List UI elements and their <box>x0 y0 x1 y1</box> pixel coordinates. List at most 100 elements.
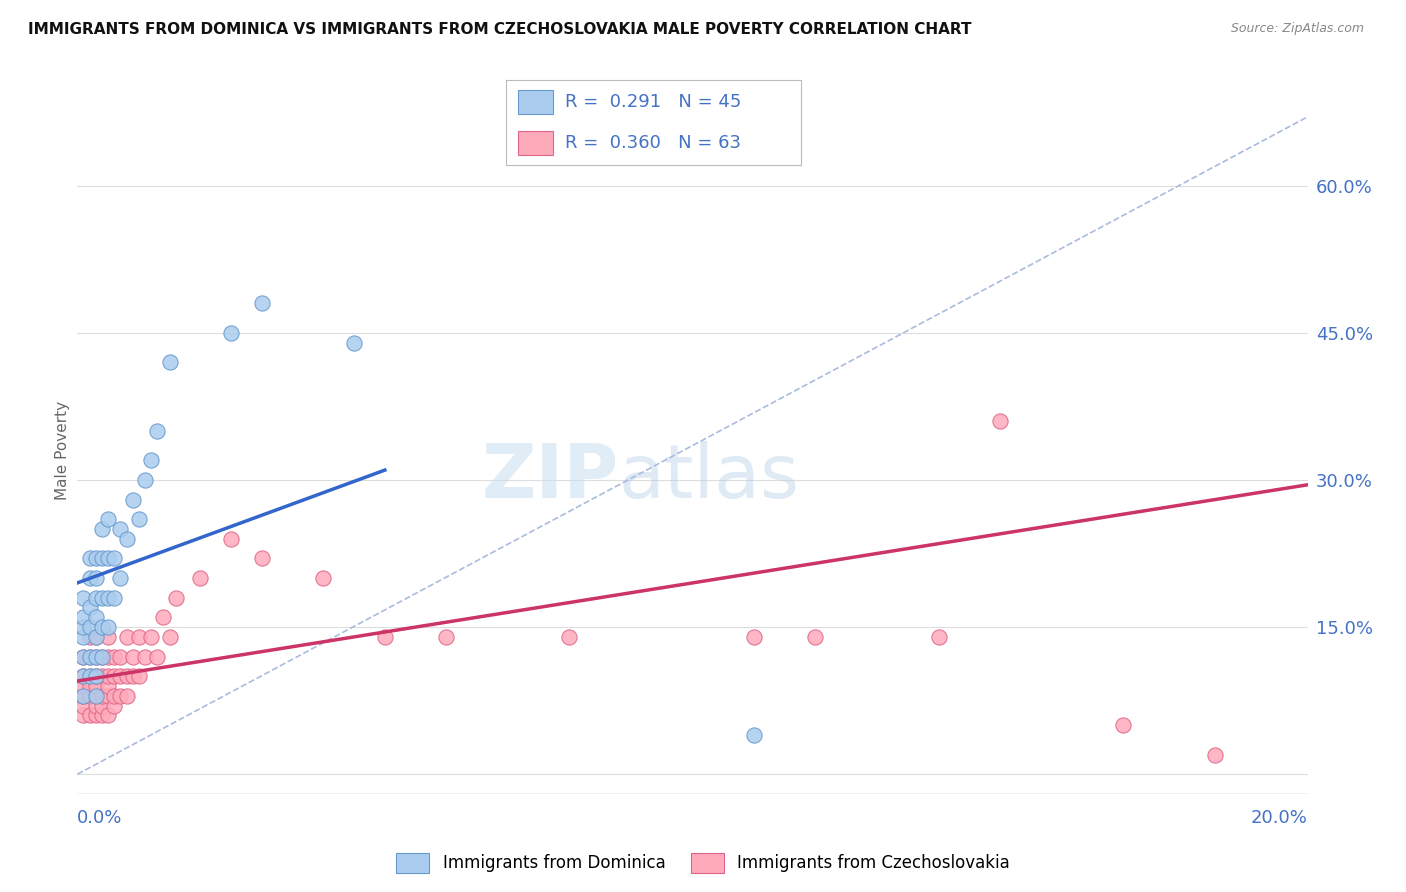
Point <box>219 326 242 340</box>
Point <box>90 649 114 664</box>
Point <box>72 698 94 713</box>
Point <box>312 571 335 585</box>
Point <box>72 649 94 664</box>
Point <box>97 679 120 693</box>
Point <box>97 630 120 644</box>
Point <box>72 630 94 644</box>
Point <box>928 630 950 644</box>
Point <box>79 551 101 566</box>
Text: Source: ZipAtlas.com: Source: ZipAtlas.com <box>1230 22 1364 36</box>
Point <box>121 492 143 507</box>
Point <box>79 571 101 585</box>
Point <box>79 649 101 664</box>
Point <box>115 532 138 546</box>
Point <box>79 630 101 644</box>
Point <box>804 630 827 644</box>
Point <box>121 649 143 664</box>
Point <box>742 728 765 742</box>
Point <box>141 630 163 644</box>
Point <box>84 689 107 703</box>
Point <box>558 630 581 644</box>
Point <box>988 414 1011 428</box>
Point <box>90 551 114 566</box>
Point <box>110 689 132 703</box>
Point <box>84 630 107 644</box>
Point <box>84 591 107 605</box>
Point <box>97 551 120 566</box>
Point <box>103 689 125 703</box>
Point <box>72 669 94 683</box>
Point <box>79 620 101 634</box>
Text: 20.0%: 20.0% <box>1251 809 1308 827</box>
Point <box>115 669 138 683</box>
Point <box>90 649 114 664</box>
Point <box>90 708 114 723</box>
Point <box>115 689 138 703</box>
Point <box>110 649 132 664</box>
Point <box>103 649 125 664</box>
Point <box>84 698 107 713</box>
Point <box>103 669 125 683</box>
Point <box>84 669 107 683</box>
Point <box>134 649 156 664</box>
Point <box>84 708 107 723</box>
Point <box>152 610 174 624</box>
Point <box>1112 718 1135 732</box>
Point <box>103 698 125 713</box>
Point <box>84 689 107 703</box>
FancyBboxPatch shape <box>517 90 554 114</box>
Text: R =  0.291   N = 45: R = 0.291 N = 45 <box>565 94 741 112</box>
Legend: Immigrants from Dominica, Immigrants from Czechoslovakia: Immigrants from Dominica, Immigrants fro… <box>389 847 1017 880</box>
Point <box>97 708 120 723</box>
Point <box>128 630 150 644</box>
Text: R =  0.360   N = 63: R = 0.360 N = 63 <box>565 134 741 152</box>
Point <box>72 610 94 624</box>
Point <box>72 679 94 693</box>
Point <box>436 630 458 644</box>
Point <box>84 679 107 693</box>
Point <box>374 630 396 644</box>
Point <box>72 649 94 664</box>
Point <box>97 620 120 634</box>
Point <box>250 551 273 566</box>
Point <box>79 649 101 664</box>
Point <box>72 620 94 634</box>
Point <box>159 630 181 644</box>
Y-axis label: Male Poverty: Male Poverty <box>55 401 70 500</box>
Point <box>90 698 114 713</box>
Point <box>97 591 120 605</box>
Text: 0.0%: 0.0% <box>77 809 122 827</box>
Point <box>79 669 101 683</box>
Point <box>97 512 120 526</box>
Point <box>159 355 181 369</box>
Point <box>146 649 169 664</box>
Point <box>90 689 114 703</box>
Text: atlas: atlas <box>619 442 800 515</box>
Point <box>141 453 163 467</box>
Point <box>121 669 143 683</box>
Point <box>84 551 107 566</box>
Point <box>97 689 120 703</box>
Point <box>72 689 94 703</box>
Point <box>110 669 132 683</box>
Point <box>84 669 107 683</box>
Text: IMMIGRANTS FROM DOMINICA VS IMMIGRANTS FROM CZECHOSLOVAKIA MALE POVERTY CORRELAT: IMMIGRANTS FROM DOMINICA VS IMMIGRANTS F… <box>28 22 972 37</box>
Point <box>84 649 107 664</box>
Point <box>79 679 101 693</box>
Point <box>79 669 101 683</box>
Point <box>188 571 212 585</box>
Point <box>79 689 101 703</box>
Point <box>103 591 125 605</box>
Point <box>79 708 101 723</box>
Point <box>115 630 138 644</box>
Point <box>146 424 169 438</box>
Point <box>250 296 273 310</box>
Point <box>84 630 107 644</box>
Point <box>742 630 765 644</box>
Point <box>97 669 120 683</box>
Point <box>128 669 150 683</box>
Point <box>97 649 120 664</box>
FancyBboxPatch shape <box>517 131 554 155</box>
Point <box>1204 747 1226 762</box>
Point <box>72 669 94 683</box>
